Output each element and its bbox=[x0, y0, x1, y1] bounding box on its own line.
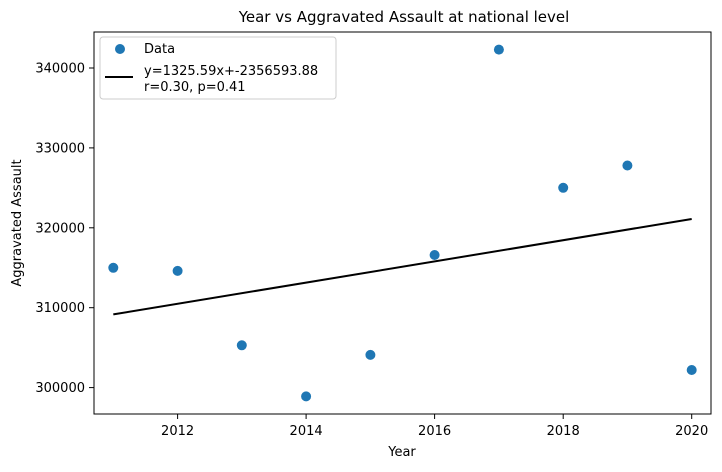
y-axis: 300000 310000 320000 330000 340000 bbox=[35, 62, 94, 396]
legend: Data y=1325.59x+-2356593.88 r=0.30, p=0.… bbox=[99, 36, 337, 100]
legend-label-fit-stats: r=0.30, p=0.41 bbox=[144, 80, 246, 95]
legend-box bbox=[99, 36, 337, 100]
fit-line bbox=[113, 218, 692, 316]
y-axis-label: Aggravated Assault bbox=[10, 159, 25, 286]
y-tick-label: 320000 bbox=[35, 221, 85, 236]
data-point bbox=[686, 365, 697, 375]
x-axis: 2012 2014 2016 2018 2020 bbox=[161, 414, 708, 439]
x-tick-label: 2012 bbox=[161, 424, 194, 439]
x-tick-label: 2020 bbox=[675, 424, 708, 439]
data-point bbox=[236, 340, 247, 351]
y-tick-label: 300000 bbox=[35, 381, 85, 396]
data-point bbox=[622, 160, 633, 171]
data-point bbox=[429, 250, 440, 260]
y-tick-label: 310000 bbox=[35, 301, 85, 316]
plot-area bbox=[108, 44, 697, 402]
legend-label-data: Data bbox=[144, 42, 175, 57]
plot-frame bbox=[93, 31, 712, 415]
data-point bbox=[172, 265, 183, 276]
data-point bbox=[108, 262, 119, 273]
data-point bbox=[301, 391, 312, 402]
x-tick-label: 2016 bbox=[418, 424, 451, 439]
legend-marker-data bbox=[115, 44, 125, 54]
x-tick-label: 2018 bbox=[547, 424, 580, 439]
data-point bbox=[493, 44, 504, 55]
y-tick-label: 340000 bbox=[35, 62, 85, 77]
y-tick-label: 330000 bbox=[35, 141, 85, 156]
legend-label-fit-equation: y=1325.59x+-2356593.88 bbox=[144, 64, 318, 79]
x-axis-label: Year bbox=[387, 445, 416, 460]
x-tick-label: 2014 bbox=[290, 424, 323, 439]
data-point bbox=[558, 182, 569, 193]
data-point bbox=[365, 349, 376, 360]
chart-title: Year vs Aggravated Assault at national l… bbox=[238, 8, 570, 26]
